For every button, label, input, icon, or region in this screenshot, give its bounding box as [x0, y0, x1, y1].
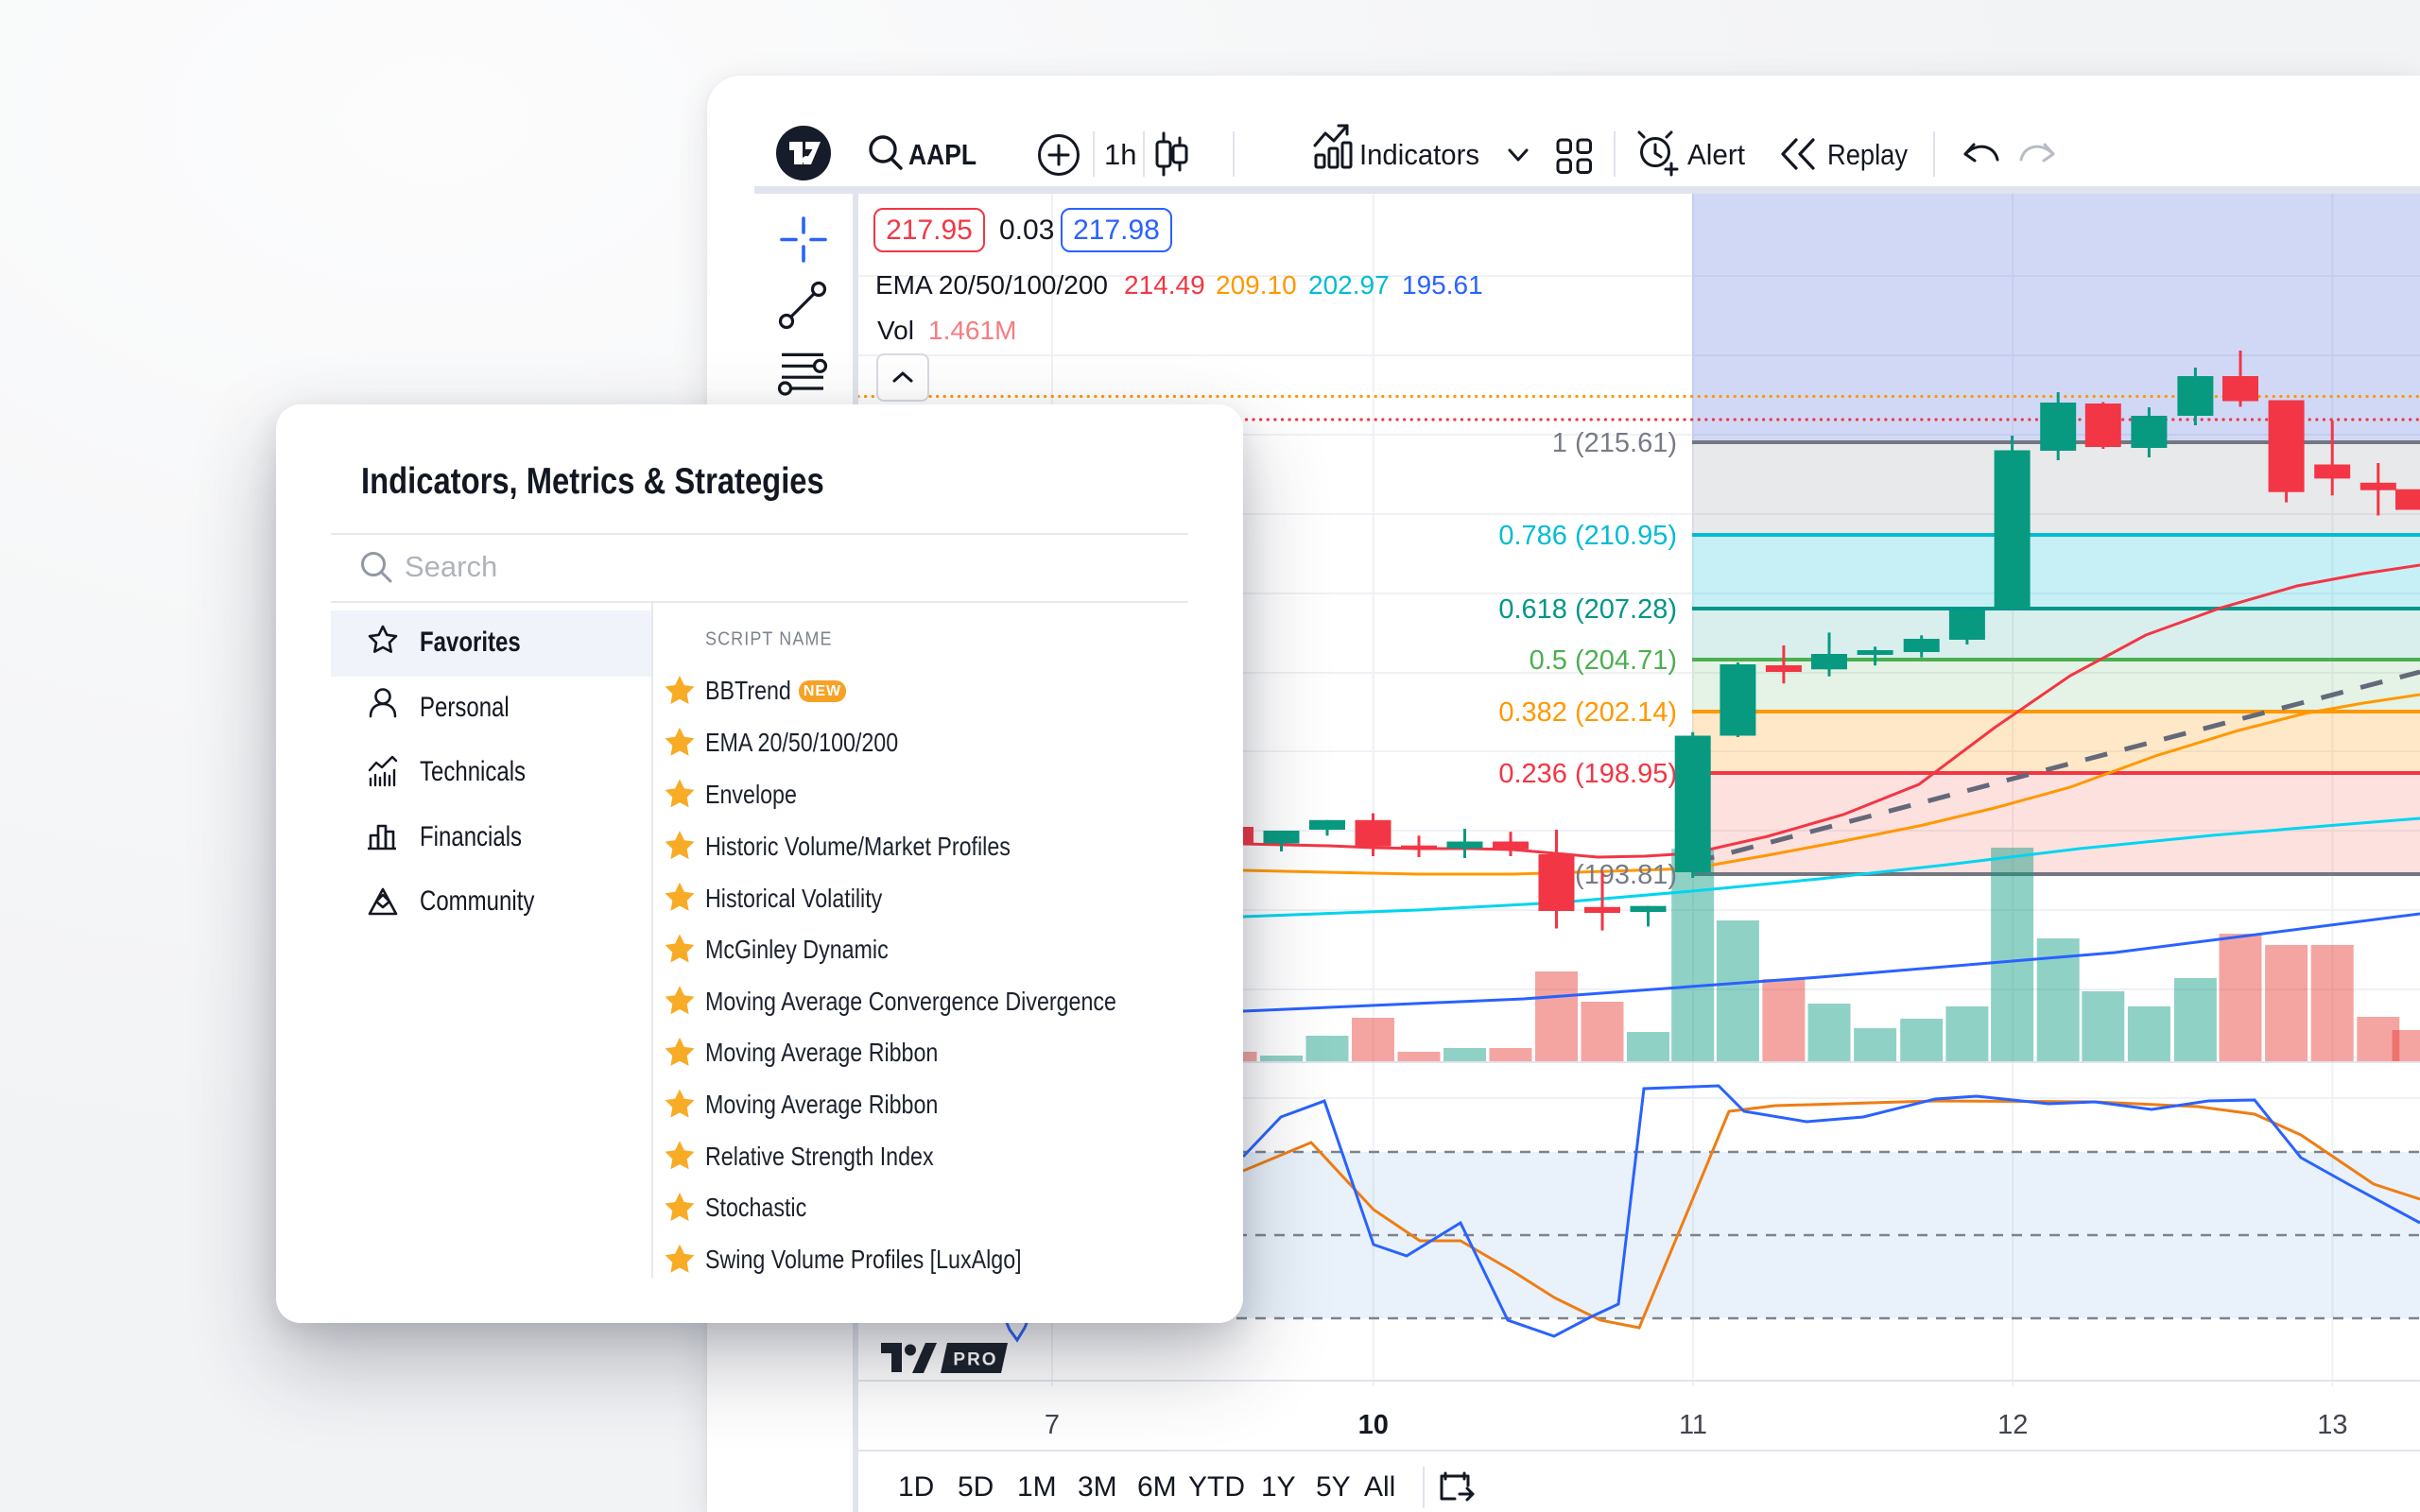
svg-text:12: 12 [1997, 1410, 2028, 1440]
svg-text:10: 10 [1358, 1410, 1389, 1440]
svg-text:PRO: PRO [953, 1350, 997, 1370]
svg-text:AAPL: AAPL [908, 138, 977, 171]
svg-text:Alert: Alert [1687, 138, 1745, 171]
svg-text:1 (215.61): 1 (215.61) [1552, 428, 1677, 458]
svg-text:Indicators: Indicators [1359, 138, 1479, 171]
svg-text:1h: 1h [1104, 138, 1136, 171]
svg-text:11: 11 [1679, 1410, 1707, 1440]
svg-text:0.618 (207.28): 0.618 (207.28) [1498, 594, 1677, 625]
svg-text:7: 7 [1045, 1410, 1060, 1440]
svg-text:13: 13 [2317, 1410, 2347, 1440]
svg-text:0.786 (210.95): 0.786 (210.95) [1498, 521, 1677, 551]
svg-text:0.236 (198.95): 0.236 (198.95) [1498, 759, 1677, 789]
svg-text:0.382 (202.14): 0.382 (202.14) [1498, 697, 1677, 728]
svg-text:0.5 (204.71): 0.5 (204.71) [1530, 645, 1677, 676]
svg-text:Replay: Replay [1827, 138, 1908, 171]
